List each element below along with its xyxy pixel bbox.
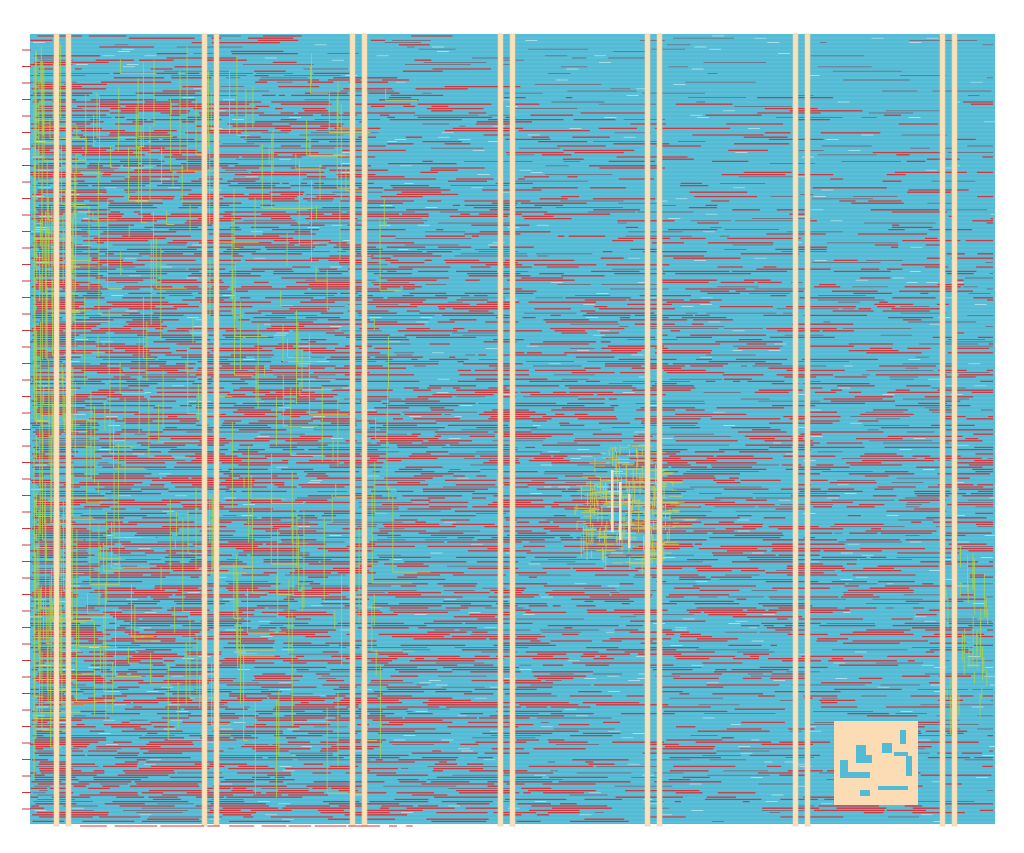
- horizontal-routing-layer: [30, 35, 1003, 823]
- macro-cutout: [866, 755, 872, 763]
- macro-cutout: [894, 752, 908, 756]
- left-io-pins: [22, 49, 31, 810]
- macro-cutout: [856, 745, 866, 763]
- macro-cutout: [848, 772, 870, 778]
- macro-cutout: [878, 786, 908, 790]
- power-strap-layer: [53, 33, 958, 827]
- power-strap: [509, 33, 516, 827]
- signal-net-red: [30, 35, 993, 823]
- power-strap: [53, 33, 60, 827]
- macro-cutout: [860, 790, 870, 796]
- macro-cutout: [882, 743, 892, 753]
- io-pin-layer: [22, 49, 413, 827]
- power-strap: [792, 33, 799, 827]
- power-strap: [497, 33, 504, 827]
- power-strap: [951, 33, 958, 827]
- power-strap: [804, 33, 811, 827]
- power-strap: [213, 33, 220, 827]
- macro-cutout: [900, 730, 906, 744]
- power-strap: [65, 33, 72, 827]
- macro-block: [834, 721, 918, 805]
- power-strap: [349, 33, 356, 827]
- macro-cutout: [840, 760, 848, 778]
- power-strap: [656, 33, 663, 827]
- cluster-via-bar: [619, 482, 622, 540]
- cluster-via-bar: [628, 494, 631, 548]
- power-strap: [939, 33, 946, 827]
- power-strap: [361, 33, 368, 827]
- macro-cutout: [906, 756, 912, 776]
- power-strap: [644, 33, 651, 827]
- cluster-via-bar: [611, 470, 614, 532]
- power-strap: [201, 33, 208, 827]
